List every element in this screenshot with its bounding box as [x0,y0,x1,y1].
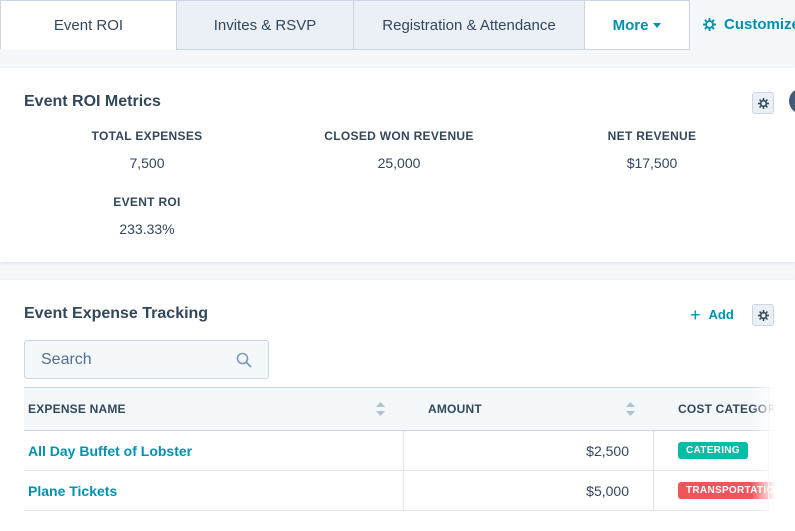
avatar[interactable] [789,88,795,114]
metric-label: TOTAL EXPENSES [91,129,203,143]
column-header-cost-category[interactable]: COST CATEGORY [678,402,775,416]
gear-icon [757,309,769,321]
cost-category-cell: CATERING [654,431,775,470]
category-badge: TRANSPORTATION [678,482,775,499]
search-icon[interactable] [236,352,252,368]
scroll-fade [751,387,775,531]
gear-icon [757,97,769,109]
customize-button[interactable]: Customize [703,16,795,33]
gear-icon [703,18,716,31]
table-row: Plane Tickets $5,000 TRANSPORTATION [24,471,775,511]
caret-down-icon [653,22,662,28]
sort-icon[interactable] [376,402,385,416]
expense-table: EXPENSE NAME AMOUNT COST CATEGORY All Da… [24,387,775,531]
metric-label: EVENT ROI [113,195,181,209]
metric-label: CLOSED WON REVENUE [324,129,474,143]
metric-label: NET REVENUE [607,129,697,143]
sort-icon[interactable] [626,402,635,416]
expense-tracking-card: Event Expense Tracking + Add EXPENSE NAM… [0,280,795,531]
expense-settings-button[interactable] [752,304,774,326]
tab-label: Registration & Attendance [382,16,556,34]
plus-icon: + [690,304,701,325]
tab-registration-attendance[interactable]: Registration & Attendance [353,0,585,50]
tab-event-roi[interactable]: Event ROI [0,0,177,50]
tab-more-dropdown[interactable]: More [584,0,690,50]
more-label: More [612,16,649,34]
metric-value: $17,500 [626,155,678,171]
cost-category-cell: TRANSPORTATION [654,471,775,510]
tab-bar: Event ROI Invites & RSVP Registration & … [0,0,795,52]
roi-card-title: Event ROI Metrics [24,93,161,110]
table-header: EXPENSE NAME AMOUNT COST CATEGORY [24,387,775,431]
add-expense-button[interactable]: + Add [690,304,734,325]
expense-name-link[interactable]: Plane Tickets [24,471,404,510]
metric-value: 233.33% [119,221,175,237]
metric-net-revenue: NET REVENUE $17,500 [532,129,772,171]
customize-label: Customize [724,16,795,33]
expense-card-title: Event Expense Tracking [24,305,209,322]
column-header-amount[interactable]: AMOUNT [428,402,482,416]
roi-settings-button[interactable] [752,92,774,114]
expense-name-link[interactable]: All Day Buffet of Lobster [24,431,404,470]
tab-invites-rsvp[interactable]: Invites & RSVP [176,0,354,50]
expense-amount: $5,000 [404,471,654,510]
tab-label: Event ROI [53,16,124,34]
expense-amount: $2,500 [404,431,654,470]
metric-closed-won-revenue: CLOSED WON REVENUE 25,000 [279,129,519,171]
roi-metrics-card: Event ROI Metrics TOTAL EXPENSES 7,500 C… [0,68,795,262]
category-badge: CATERING [678,442,748,459]
metric-value: 7,500 [129,155,165,171]
metric-total-expenses: TOTAL EXPENSES 7,500 [27,129,267,171]
add-label: Add [708,307,734,322]
metric-event-roi: EVENT ROI 233.33% [27,195,267,237]
tab-label: Invites & RSVP [213,16,317,34]
search-input[interactable] [25,349,233,370]
table-row: All Day Buffet of Lobster $2,500 CATERIN… [24,431,775,471]
search-box [24,340,269,379]
metric-value: 25,000 [377,155,421,171]
column-header-expense-name[interactable]: EXPENSE NAME [28,402,126,416]
